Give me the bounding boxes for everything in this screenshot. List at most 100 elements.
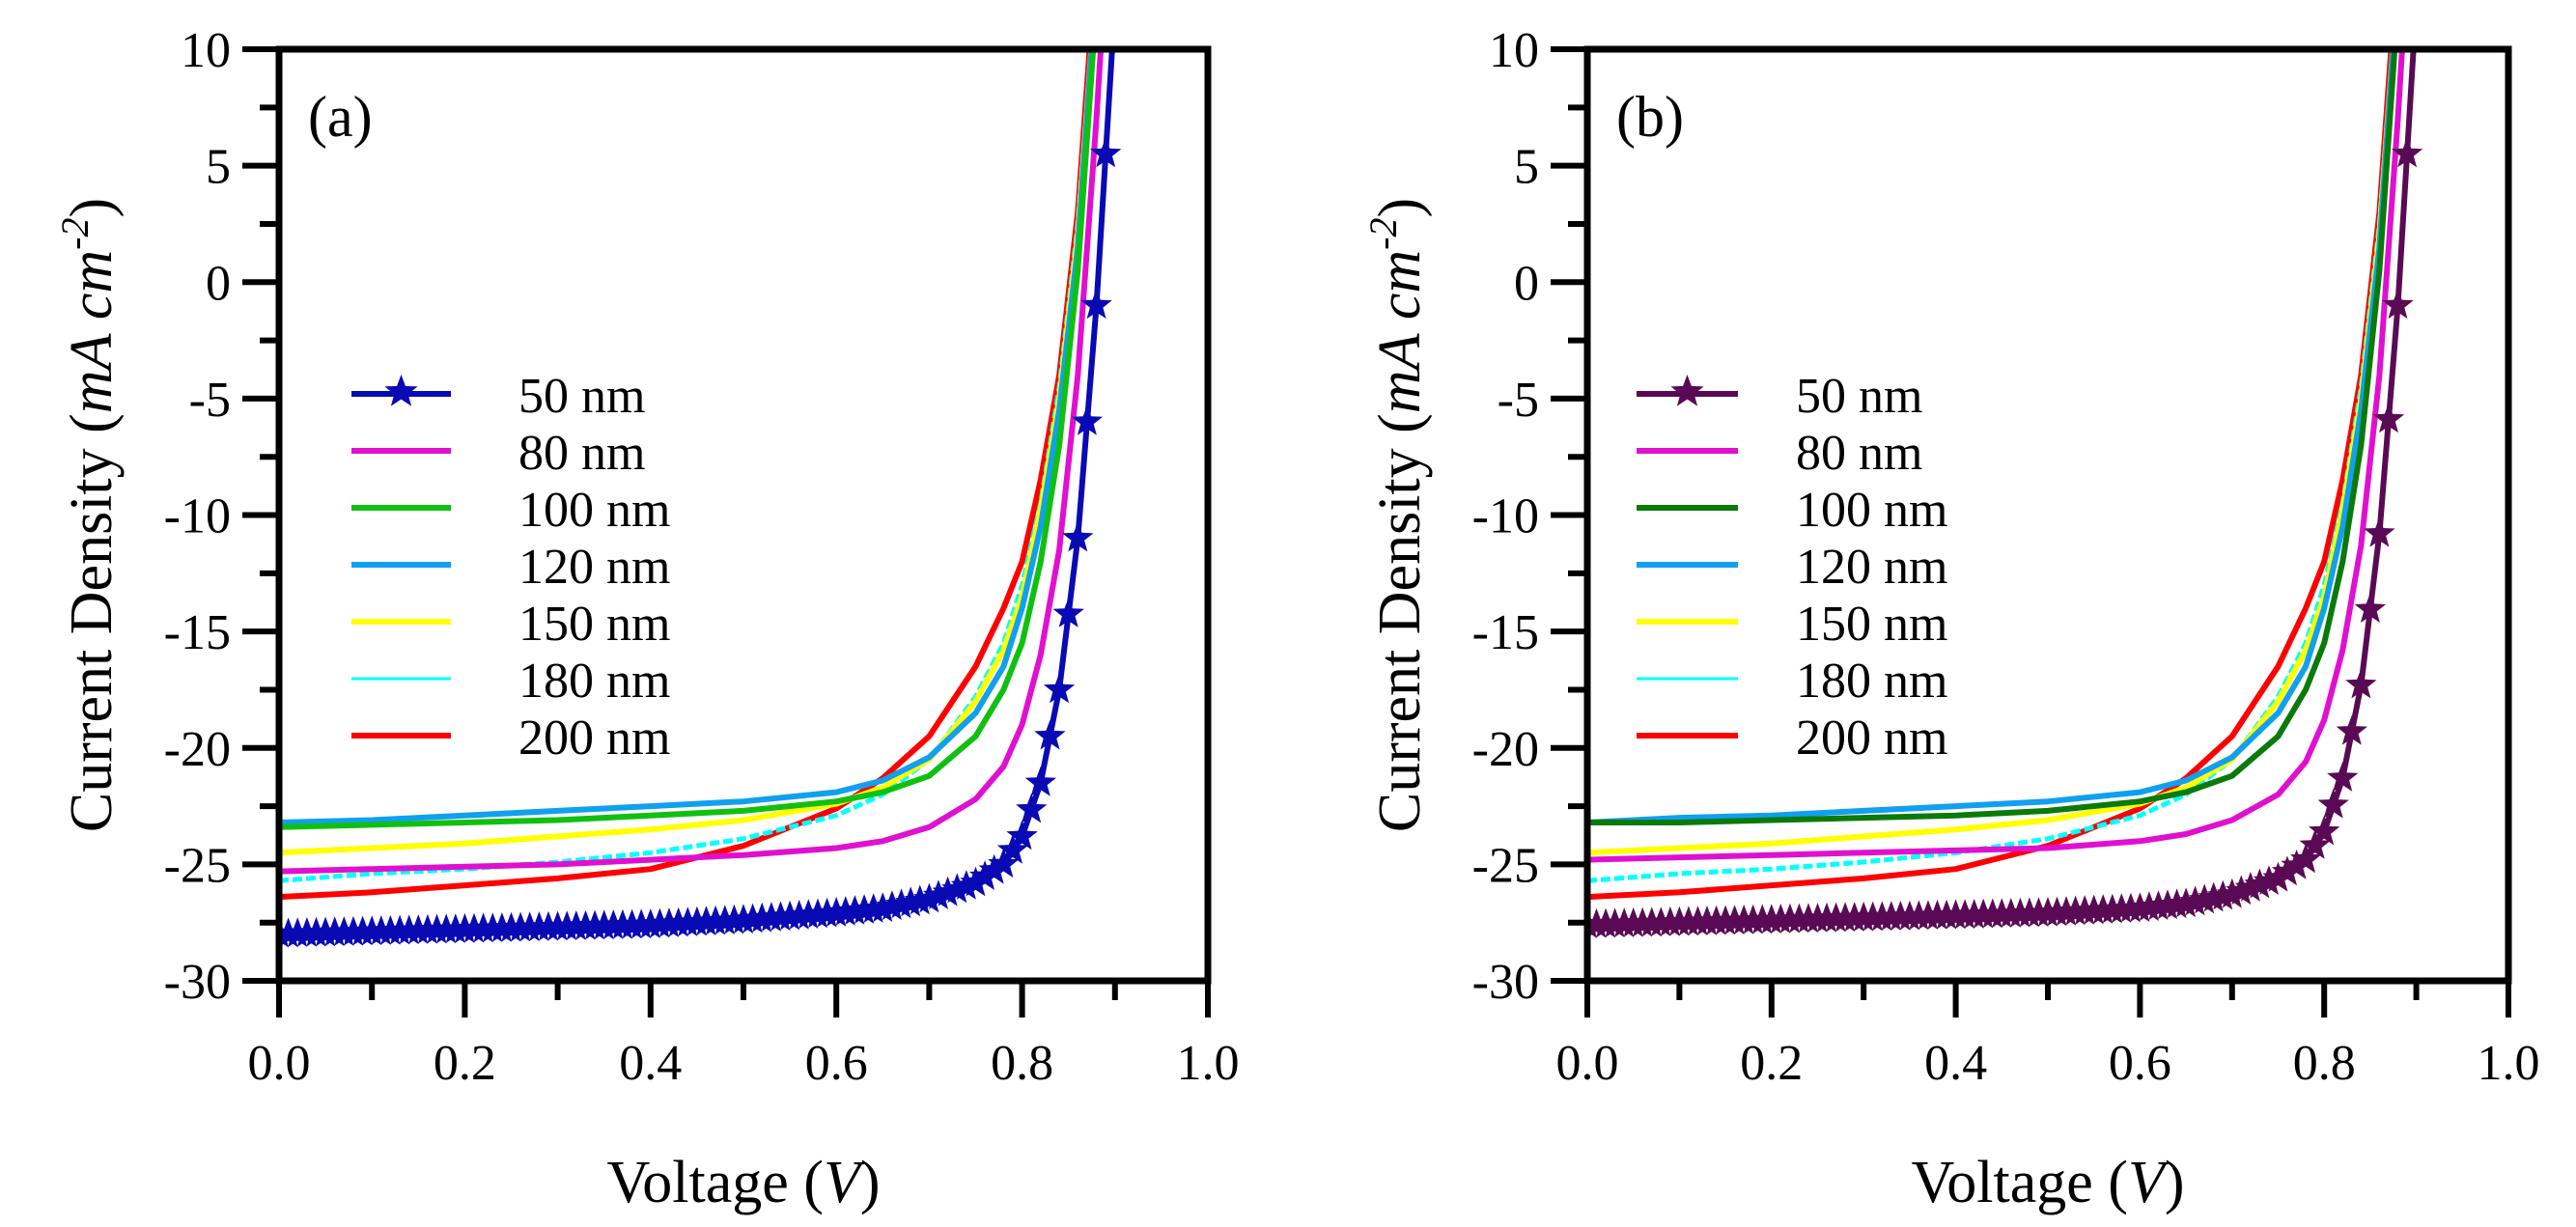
data-point-star [876, 890, 909, 920]
data-point-star [1080, 289, 1112, 320]
x-tick-label: 0.6 [2109, 1036, 2171, 1091]
data-point-star [969, 860, 1001, 890]
x-axis-title-text: Voltage ( [1912, 1150, 2128, 1215]
x-tick-label: 0.4 [1924, 1036, 1987, 1091]
panel-label: (a) [308, 85, 373, 149]
series-line-150-nm [279, 49, 1095, 856]
data-point-star [950, 870, 982, 900]
y-tick-label: 0 [206, 256, 231, 311]
series-line-120-nm [1587, 49, 2396, 825]
data-point-star [2391, 137, 2423, 168]
y-tick-label: -15 [1472, 605, 1539, 660]
x-tick-label: 0.8 [2293, 1036, 2356, 1091]
data-point-star [2189, 883, 2221, 914]
legend-label: 80 nm [1796, 426, 1922, 481]
y-tick-label: -20 [1472, 722, 1539, 777]
y-tick-label: -15 [164, 605, 231, 660]
data-point-star [2354, 593, 2387, 623]
y-tick-label: -30 [164, 955, 231, 1010]
y-tick-label: -10 [1472, 489, 1539, 544]
series-line-180-nm [1587, 49, 2395, 883]
data-point-star [2262, 861, 2294, 892]
legend-item: 80 nm [351, 426, 645, 481]
series-line-50-nm [1587, 49, 2417, 929]
y-tick-label: 10 [1489, 23, 1539, 78]
x-tick-label: 0.0 [1556, 1036, 1619, 1091]
data-point-star [932, 876, 964, 906]
data-point-star [913, 882, 945, 913]
legend-item: 200 nm [1637, 711, 1947, 766]
y-axis-title-unit: mA cm [59, 250, 125, 413]
legend-label: 120 nm [1796, 540, 1947, 595]
x-axis-title-unit: V [824, 1150, 866, 1215]
data-point-star [2179, 885, 2211, 916]
x-tick-label: 1.0 [2478, 1036, 2540, 1091]
legend-label: 80 nm [518, 426, 645, 481]
y-tick-label: 10 [181, 23, 231, 78]
series-line-180-nm [279, 49, 1094, 883]
series-line-120-nm [279, 49, 1095, 825]
data-point-star [2216, 878, 2248, 908]
y-axis-title-exponent: -2 [1361, 218, 1405, 250]
x-tick-label: 1.0 [1177, 1036, 1240, 1091]
data-point-star [2253, 865, 2285, 895]
legend-label: 200 nm [518, 711, 670, 766]
x-tick-label: 0.2 [1740, 1036, 1803, 1091]
data-point-star [2281, 850, 2312, 879]
data-point-star [2336, 714, 2367, 745]
legend-item: 120 nm [1637, 540, 1947, 595]
y-axis-title-unit: mA cm [1367, 250, 1433, 413]
panel-b: -30 -25 -20 -15 -10 -5 0 5 10 0.0 0.2 0.4 0.6 0.8 1.0 V… [1361, 23, 2540, 1215]
data-point-star [2372, 403, 2405, 433]
data-point-star [2364, 516, 2395, 547]
data-point-star [2226, 875, 2257, 906]
data-point-star [2244, 868, 2276, 899]
legend-item: 80 nm [1637, 426, 1922, 481]
y-axis-title: Current Density (mA cm-2) [53, 198, 125, 832]
legend-label: 200 nm [1796, 711, 1947, 766]
legend-label: 120 nm [518, 540, 670, 595]
legend-item: 100 nm [351, 483, 670, 538]
legend-item: 100 nm [1637, 483, 1947, 538]
legend-label: 50 nm [1796, 369, 1922, 424]
legend-label: 100 nm [1796, 483, 1947, 538]
y-tick-label: -30 [1472, 955, 1539, 1010]
data-point-star [941, 873, 973, 904]
y-axis-title-exponent: -2 [53, 218, 97, 250]
legend-label: 150 nm [1796, 597, 1947, 652]
data-point-star [885, 888, 917, 919]
data-point-star [2170, 887, 2202, 918]
y-tick-label: -25 [164, 838, 231, 893]
data-point-star [960, 866, 992, 897]
data-point-star [1090, 137, 1122, 168]
x-axis-title-unit: V [2128, 1150, 2170, 1215]
legend-item: 180 nm [1637, 654, 1947, 709]
data-point-star [2317, 788, 2349, 819]
legend-star-marker [384, 375, 418, 406]
y-tick-label: -20 [164, 722, 231, 777]
data-point-star [2198, 881, 2229, 912]
legend-item: 120 nm [351, 540, 670, 595]
data-point-star [2309, 815, 2340, 846]
data-point-star [922, 879, 955, 909]
y-axis-title-close: ) [1367, 198, 1433, 218]
y-tick-label: -5 [189, 373, 231, 428]
series-line-80-nm [1587, 49, 2405, 863]
x-axis-title: Voltage (V) [607, 1150, 881, 1215]
data-point-star [1024, 766, 1056, 796]
data-point-star [1062, 521, 1094, 552]
series-line-80-nm [279, 49, 1105, 875]
data-point-star [1034, 719, 1066, 750]
series-line-50-nm [279, 49, 1115, 937]
panel-label: (b) [1616, 85, 1684, 149]
legend-label: 50 nm [518, 369, 645, 424]
data-point-star [1016, 793, 1048, 823]
data-point-star [2327, 762, 2359, 792]
x-axis-title: Voltage (V) [1912, 1150, 2185, 1215]
data-point-star [1043, 673, 1076, 704]
x-tick-label: 0.8 [991, 1036, 1053, 1091]
y-tick-label: 5 [206, 140, 231, 195]
data-point-star [1071, 405, 1104, 435]
